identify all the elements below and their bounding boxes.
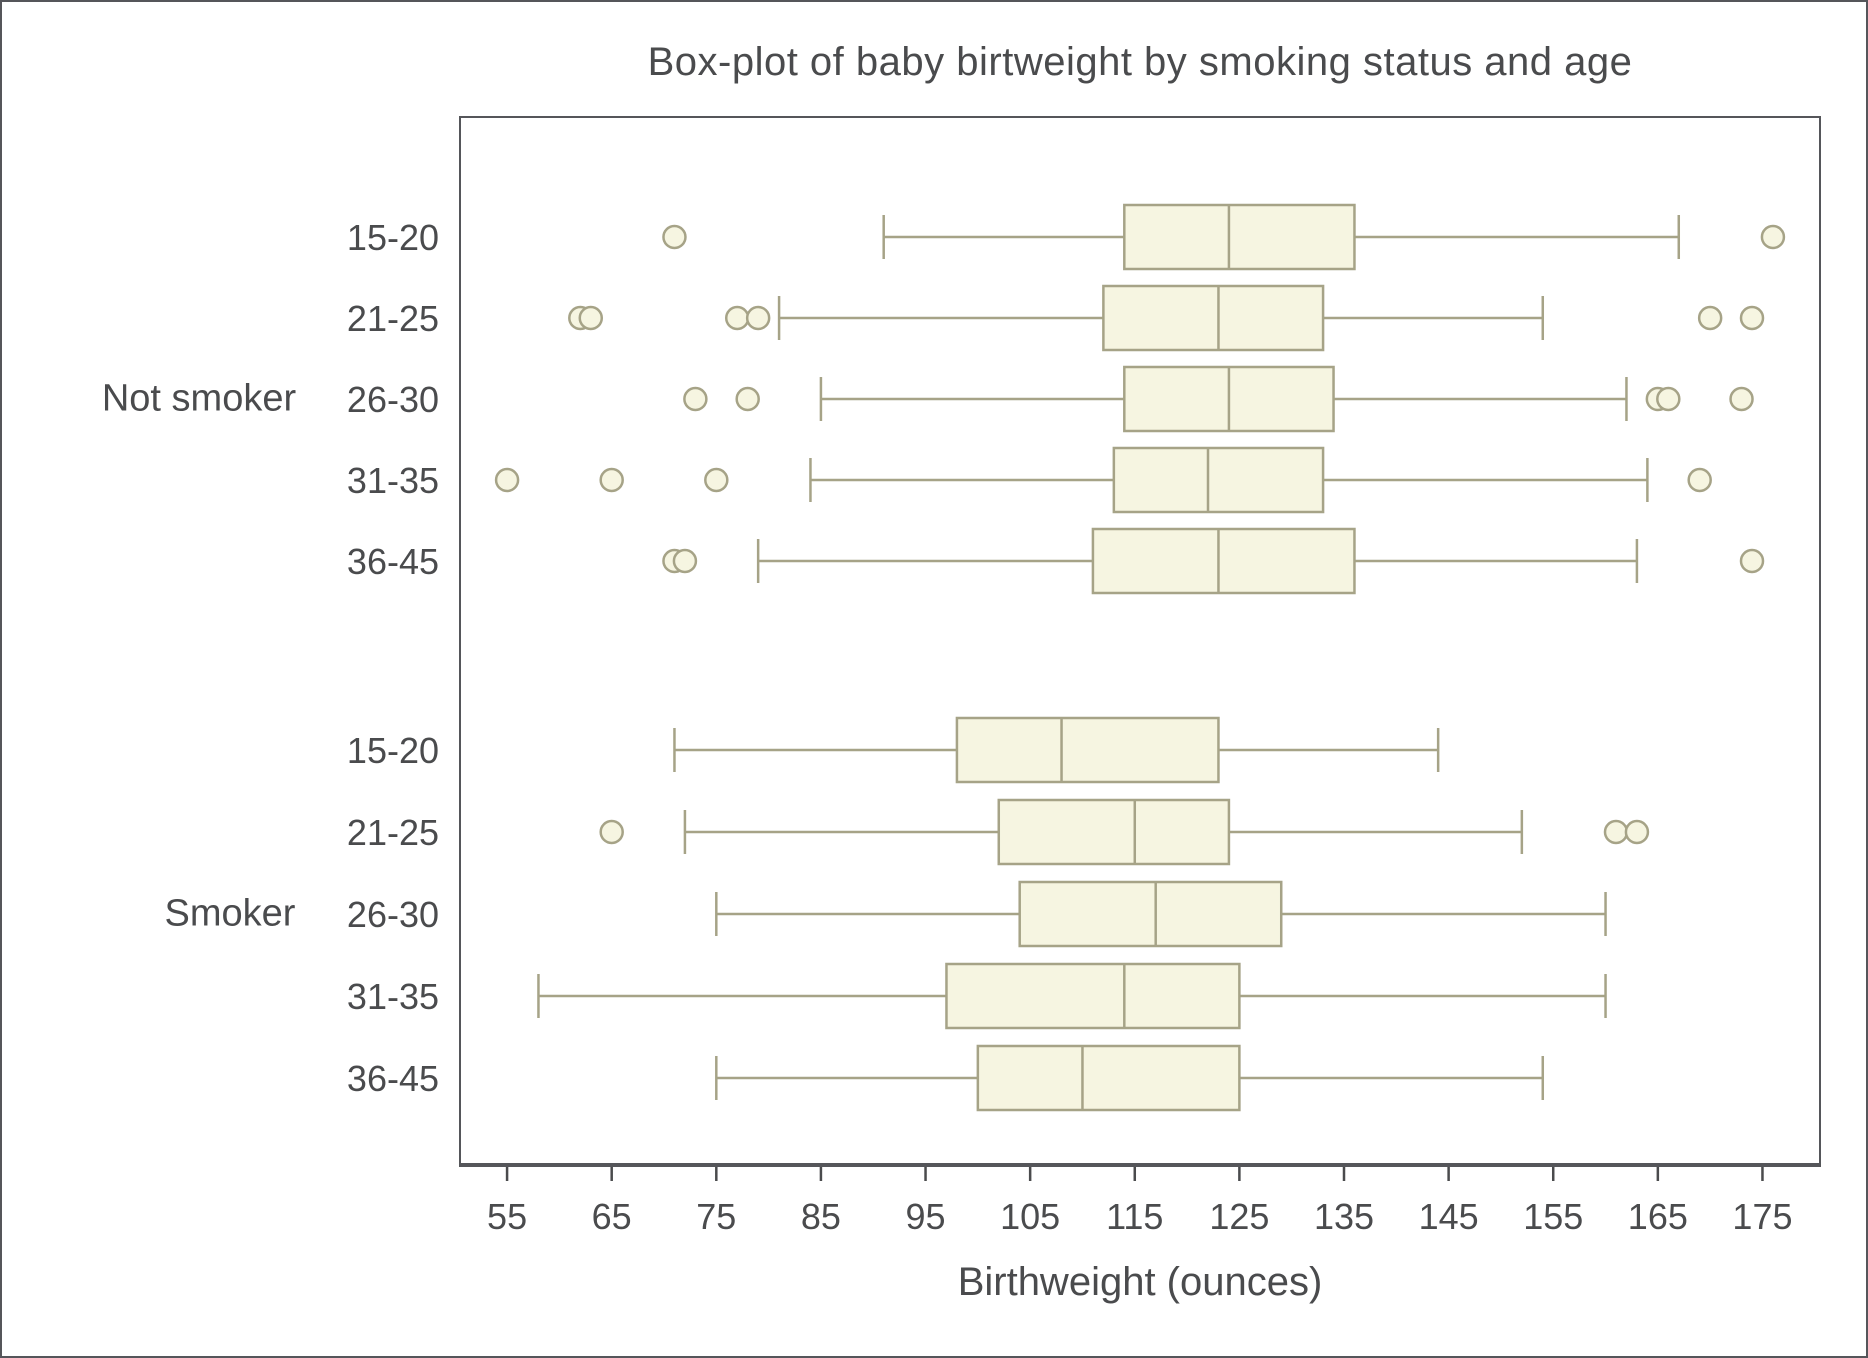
x-tick-label: 65 [592, 1196, 632, 1237]
outlier-dot [599, 819, 624, 845]
x-tick-label: 145 [1419, 1196, 1479, 1237]
outlier-dot [672, 548, 698, 574]
iqr-box [945, 962, 1241, 1030]
x-tick-label: 75 [696, 1196, 736, 1237]
iqr-box [976, 1044, 1241, 1112]
group-label-smoker: Smoker [164, 892, 296, 935]
group-label-not-smoker: Not smoker [101, 377, 297, 420]
outlier-dot [683, 386, 708, 412]
outlier-dot [724, 305, 750, 331]
iqr-box [1091, 527, 1356, 595]
row-label: 36-45 [347, 1058, 439, 1099]
row-label: 15-20 [347, 730, 439, 771]
row-label: 21-25 [347, 812, 439, 853]
iqr-box [1123, 203, 1356, 271]
outlier-dot [1687, 467, 1712, 493]
outlier-dot [745, 305, 771, 331]
x-tick-label: 95 [906, 1196, 946, 1237]
outlier-dot [1760, 224, 1786, 250]
iqr-box [955, 716, 1220, 784]
outlier-dot [494, 467, 520, 493]
row-label: 26-30 [347, 894, 439, 935]
outlier-dot [1697, 305, 1723, 331]
outlier-dot [1729, 386, 1754, 412]
iqr-box [1112, 446, 1325, 514]
row-label: 26-30 [347, 379, 439, 420]
row-label: 31-35 [347, 460, 439, 501]
x-tick-label: 105 [1000, 1196, 1060, 1237]
outlier-dot [662, 224, 687, 250]
iqr-box [1102, 284, 1325, 352]
outlier-dot [1739, 305, 1765, 331]
x-axis-title: Birthweight (ounces) [957, 1260, 1323, 1304]
x-tick-label: 125 [1209, 1196, 1269, 1237]
x-tick-label: 85 [801, 1196, 841, 1237]
outlier-dot [704, 467, 729, 493]
x-tick-label: 135 [1314, 1196, 1374, 1237]
iqr-box [997, 798, 1231, 866]
x-tick-label: 55 [487, 1196, 527, 1237]
outlier-dot [1656, 386, 1681, 412]
outlier-dot [599, 467, 624, 493]
iqr-box [1018, 880, 1283, 948]
x-tick-label: 115 [1106, 1196, 1163, 1237]
chart-title: Box-plot of baby birtweight by smoking s… [647, 40, 1633, 84]
x-tick-label: 175 [1732, 1196, 1792, 1237]
row-label: 31-35 [347, 976, 439, 1017]
x-tick-label: 165 [1628, 1196, 1688, 1237]
x-tick-label: 155 [1523, 1196, 1583, 1237]
outlier-dot [1603, 819, 1629, 845]
outlier-dot [1624, 819, 1650, 845]
row-label: 21-25 [347, 298, 439, 339]
row-label: 36-45 [347, 541, 439, 582]
outlier-dot [735, 386, 760, 412]
outlier-dot [1739, 548, 1765, 574]
row-label: 15-20 [347, 217, 439, 258]
outlier-dot [578, 305, 604, 331]
